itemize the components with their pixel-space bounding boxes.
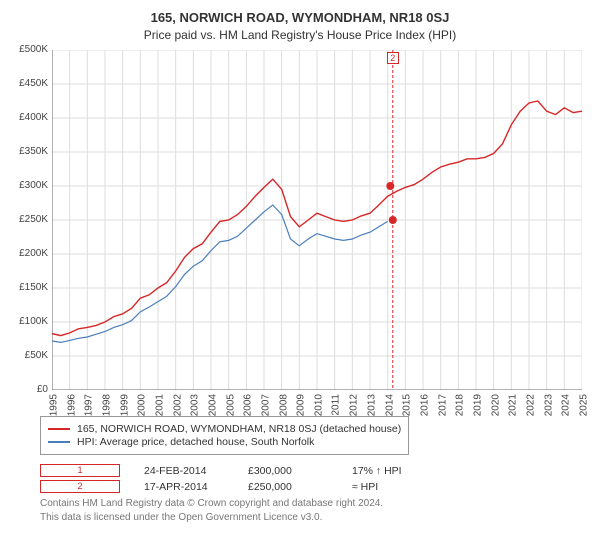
event-row: 1 24-FEB-2014 £300,000 17% ↑ HPI xyxy=(40,464,588,477)
x-tick-label: 1997 xyxy=(84,394,95,416)
y-tick-label: £100K xyxy=(12,316,48,327)
legend-swatch xyxy=(48,441,70,443)
event-marker-icon: 1 xyxy=(40,464,120,477)
x-tick-label: 2016 xyxy=(419,394,430,416)
x-tick-label: 2008 xyxy=(278,394,289,416)
x-tick-label: 2000 xyxy=(137,394,148,416)
x-tick-label: 1999 xyxy=(119,394,130,416)
event-date: 24-FEB-2014 xyxy=(144,465,224,477)
chart-title: 165, NORWICH ROAD, WYMONDHAM, NR18 0SJ xyxy=(12,10,588,25)
legend-swatch xyxy=(48,428,70,430)
legend-item: HPI: Average price, detached house, Sout… xyxy=(48,436,401,448)
x-tick-label: 2019 xyxy=(472,394,483,416)
x-tick-label: 2012 xyxy=(349,394,360,416)
event-row: 2 17-APR-2014 £250,000 ≈ HPI xyxy=(40,480,588,493)
x-tick-label: 2004 xyxy=(207,394,218,416)
x-tick-label: 2010 xyxy=(313,394,324,416)
x-tick-label: 2013 xyxy=(366,394,377,416)
event-marker-icon: 2 xyxy=(40,480,120,493)
marker-callout: 2 xyxy=(387,52,399,64)
y-tick-label: £50K xyxy=(12,350,48,361)
chart-subtitle: Price paid vs. HM Land Registry's House … xyxy=(12,28,588,42)
x-tick-label: 2024 xyxy=(561,394,572,416)
legend-label: HPI: Average price, detached house, Sout… xyxy=(77,436,314,448)
legend: 165, NORWICH ROAD, WYMONDHAM, NR18 0SJ (… xyxy=(40,416,409,455)
x-tick-label: 1995 xyxy=(48,394,59,416)
chart-svg xyxy=(52,50,582,390)
footer-line-1: Contains HM Land Registry data © Crown c… xyxy=(40,497,588,511)
event-table: 1 24-FEB-2014 £300,000 17% ↑ HPI 2 17-APR-201… xyxy=(40,464,588,493)
y-tick-label: £500K xyxy=(12,44,48,55)
event-pct: 17% ↑ HPI xyxy=(352,465,432,477)
event-price: £250,000 xyxy=(248,481,328,493)
x-tick-label: 2009 xyxy=(296,394,307,416)
legend-item: 165, NORWICH ROAD, WYMONDHAM, NR18 0SJ (… xyxy=(48,423,401,435)
x-tick-label: 2017 xyxy=(437,394,448,416)
x-tick-label: 1996 xyxy=(66,394,77,416)
y-tick-label: £200K xyxy=(12,248,48,259)
x-tick-label: 2023 xyxy=(543,394,554,416)
event-pct: ≈ HPI xyxy=(352,481,432,493)
y-tick-label: £450K xyxy=(12,78,48,89)
y-tick-label: £250K xyxy=(12,214,48,225)
footer-line-2: This data is licensed under the Open Gov… xyxy=(40,511,588,525)
x-tick-label: 2002 xyxy=(172,394,183,416)
x-tick-label: 2021 xyxy=(508,394,519,416)
x-tick-label: 2018 xyxy=(455,394,466,416)
chart-area: £0 £50K £100K £150K £200K £250K £300K £350K £400… xyxy=(12,50,588,410)
legend-label: 165, NORWICH ROAD, WYMONDHAM, NR18 0SJ (… xyxy=(77,423,401,435)
x-tick-label: 2011 xyxy=(330,394,341,416)
y-tick-label: £150K xyxy=(12,282,48,293)
attribution: Contains HM Land Registry data © Crown c… xyxy=(40,497,588,524)
y-tick-label: £0 xyxy=(12,384,48,395)
x-tick-label: 2025 xyxy=(578,394,589,416)
x-tick-label: 1998 xyxy=(101,394,112,416)
x-tick-label: 2022 xyxy=(525,394,536,416)
y-tick-label: £300K xyxy=(12,180,48,191)
event-price: £300,000 xyxy=(248,465,328,477)
x-tick-label: 2015 xyxy=(402,394,413,416)
x-tick-label: 2003 xyxy=(190,394,201,416)
x-tick-label: 2020 xyxy=(490,394,501,416)
x-tick-label: 2006 xyxy=(243,394,254,416)
y-tick-label: £400K xyxy=(12,112,48,123)
x-tick-label: 2001 xyxy=(154,394,165,416)
event-date: 17-APR-2014 xyxy=(144,481,224,493)
x-tick-label: 2007 xyxy=(260,394,271,416)
y-tick-label: £350K xyxy=(12,146,48,157)
x-tick-label: 2014 xyxy=(384,394,395,416)
x-tick-label: 2005 xyxy=(225,394,236,416)
